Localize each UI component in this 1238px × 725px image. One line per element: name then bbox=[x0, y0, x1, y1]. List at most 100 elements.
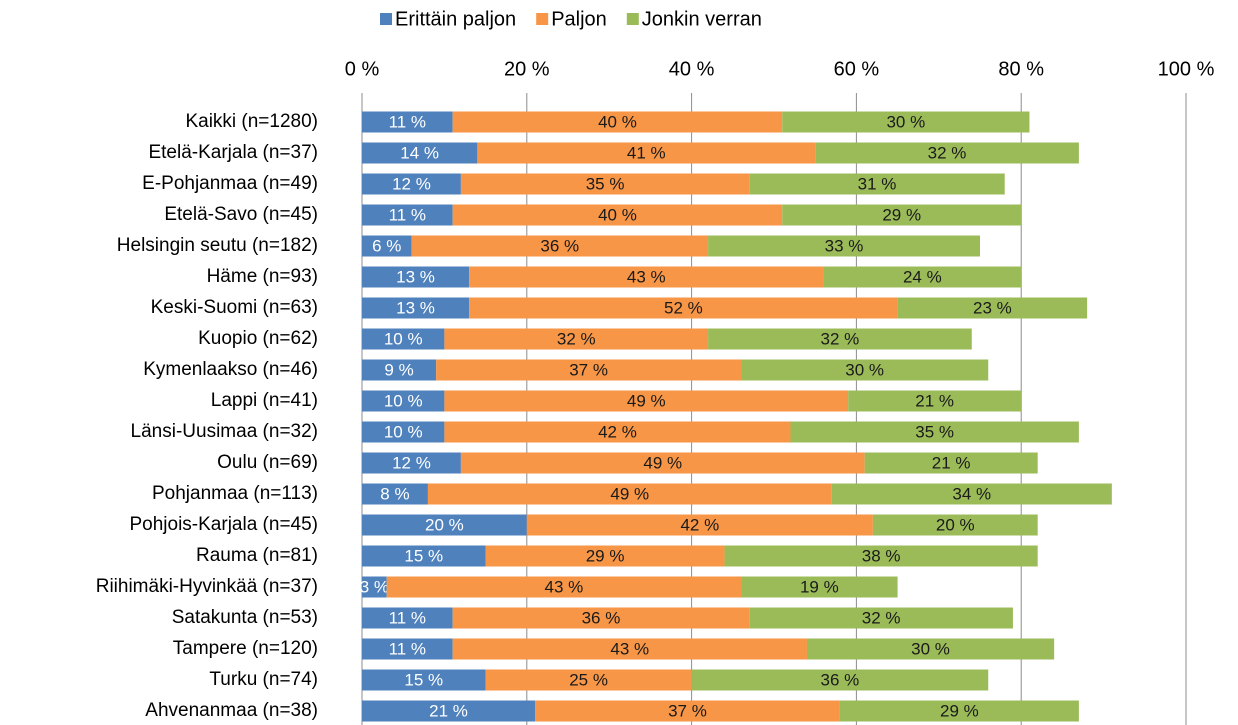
value-label: 21 % bbox=[932, 453, 971, 472]
bar-segment bbox=[362, 452, 461, 474]
value-label: 10 % bbox=[384, 329, 423, 348]
bar-segment bbox=[477, 142, 816, 164]
category-label: Helsingin seutu (n=182) bbox=[117, 235, 318, 256]
value-label: 38 % bbox=[862, 546, 901, 565]
bar-segment bbox=[485, 669, 692, 691]
value-label: 19 % bbox=[800, 577, 839, 596]
category-label: Etelä-Karjala (n=37) bbox=[148, 142, 318, 163]
bar-segment bbox=[362, 576, 387, 598]
x-tick-label: 60 % bbox=[834, 58, 880, 80]
bar-segment bbox=[839, 700, 1079, 722]
value-label: 21 % bbox=[429, 701, 468, 720]
category-label: Riihimäki-Hyvinkää (n=37) bbox=[96, 576, 318, 597]
category-label: E-Pohjanmaa (n=49) bbox=[142, 173, 318, 194]
bar-segment bbox=[436, 359, 742, 381]
bar-segment bbox=[848, 390, 1022, 412]
value-label: 11 % bbox=[389, 205, 427, 224]
value-label: 29 % bbox=[586, 546, 625, 565]
bar-segment bbox=[741, 359, 989, 381]
bar-segment bbox=[452, 638, 807, 660]
value-label: 30 % bbox=[886, 112, 925, 131]
value-label: 40 % bbox=[598, 205, 637, 224]
bar-segment bbox=[708, 235, 980, 257]
value-label: 8 % bbox=[380, 484, 409, 503]
bar-segment bbox=[452, 204, 783, 226]
bar-segment bbox=[872, 514, 1038, 536]
value-label: 34 % bbox=[952, 484, 991, 503]
value-label: 14 % bbox=[400, 143, 439, 162]
category-label: Pohjois-Karjala (n=45) bbox=[129, 514, 318, 535]
value-label: 13 % bbox=[396, 298, 435, 317]
bar-segment bbox=[444, 421, 791, 443]
bar-segment bbox=[535, 700, 840, 722]
category-label: Rauma (n=81) bbox=[196, 545, 318, 566]
value-label: 30 % bbox=[845, 360, 884, 379]
bar-segment bbox=[362, 669, 486, 691]
bar-segment bbox=[749, 173, 1005, 195]
value-label: 36 % bbox=[821, 670, 860, 689]
bar-segment bbox=[460, 452, 865, 474]
value-label: 11 % bbox=[389, 608, 427, 627]
value-label: 42 % bbox=[598, 422, 637, 441]
x-tick-label: 0 % bbox=[345, 58, 380, 80]
bar-segment bbox=[452, 111, 783, 133]
category-label: Kuopio (n=62) bbox=[198, 328, 318, 349]
value-label: 37 % bbox=[668, 701, 707, 720]
value-label: 12 % bbox=[392, 174, 431, 193]
value-label: 29 % bbox=[882, 205, 921, 224]
bar-segment bbox=[790, 421, 1079, 443]
bar-segment bbox=[782, 204, 1022, 226]
bar-segment bbox=[362, 328, 445, 350]
value-label: 43 % bbox=[610, 639, 649, 658]
bar-segment bbox=[724, 545, 1038, 567]
category-label: Satakunta (n=53) bbox=[172, 607, 318, 628]
bar-segment bbox=[741, 576, 898, 598]
x-tick-label: 100 % bbox=[1158, 58, 1215, 80]
bar-segment bbox=[691, 669, 989, 691]
value-label: 36 % bbox=[540, 236, 579, 255]
bar-segment bbox=[362, 545, 486, 567]
bar-segment bbox=[782, 111, 1030, 133]
value-label: 32 % bbox=[928, 143, 967, 162]
bar-segment bbox=[444, 328, 709, 350]
value-label: 23 % bbox=[973, 298, 1012, 317]
value-label: 9 % bbox=[384, 360, 413, 379]
value-label: 3 % bbox=[360, 577, 389, 596]
bar-segment bbox=[362, 421, 445, 443]
value-label: 41 % bbox=[627, 143, 666, 162]
value-label: 32 % bbox=[862, 608, 901, 627]
bar-segment bbox=[831, 483, 1112, 505]
bar-segment bbox=[362, 266, 470, 288]
value-label: 49 % bbox=[610, 484, 649, 503]
value-label: 49 % bbox=[627, 391, 666, 410]
bar-segment bbox=[362, 700, 536, 722]
bar-segment bbox=[362, 359, 437, 381]
bar-segment bbox=[469, 297, 898, 319]
value-label: 15 % bbox=[404, 546, 443, 565]
value-label: 29 % bbox=[940, 701, 979, 720]
bar-segment bbox=[362, 514, 527, 536]
bar-segment bbox=[823, 266, 1022, 288]
x-tick-label: 80 % bbox=[998, 58, 1044, 80]
value-label: 43 % bbox=[545, 577, 584, 596]
category-label: Kaikki (n=1280) bbox=[185, 111, 318, 132]
bar-segment bbox=[362, 297, 470, 319]
category-label: Oulu (n=69) bbox=[217, 452, 318, 473]
legend-label: Erittäin paljon bbox=[395, 8, 516, 30]
legend-swatch bbox=[380, 13, 392, 25]
bar-segment bbox=[815, 142, 1079, 164]
category-label: Häme (n=93) bbox=[207, 266, 318, 287]
bar-segment bbox=[362, 483, 428, 505]
legend-label: Paljon bbox=[551, 8, 607, 30]
category-label: Kymenlaakso (n=46) bbox=[143, 359, 318, 380]
bar-segment bbox=[460, 173, 750, 195]
value-label: 24 % bbox=[903, 267, 942, 286]
bar-segment bbox=[362, 607, 453, 629]
bar-segment bbox=[386, 576, 742, 598]
legend-swatch bbox=[536, 13, 549, 25]
value-label: 52 % bbox=[664, 298, 703, 317]
bar-segment bbox=[362, 173, 461, 195]
value-label: 30 % bbox=[911, 639, 950, 658]
bar-segment bbox=[526, 514, 873, 536]
value-label: 20 % bbox=[936, 515, 975, 534]
